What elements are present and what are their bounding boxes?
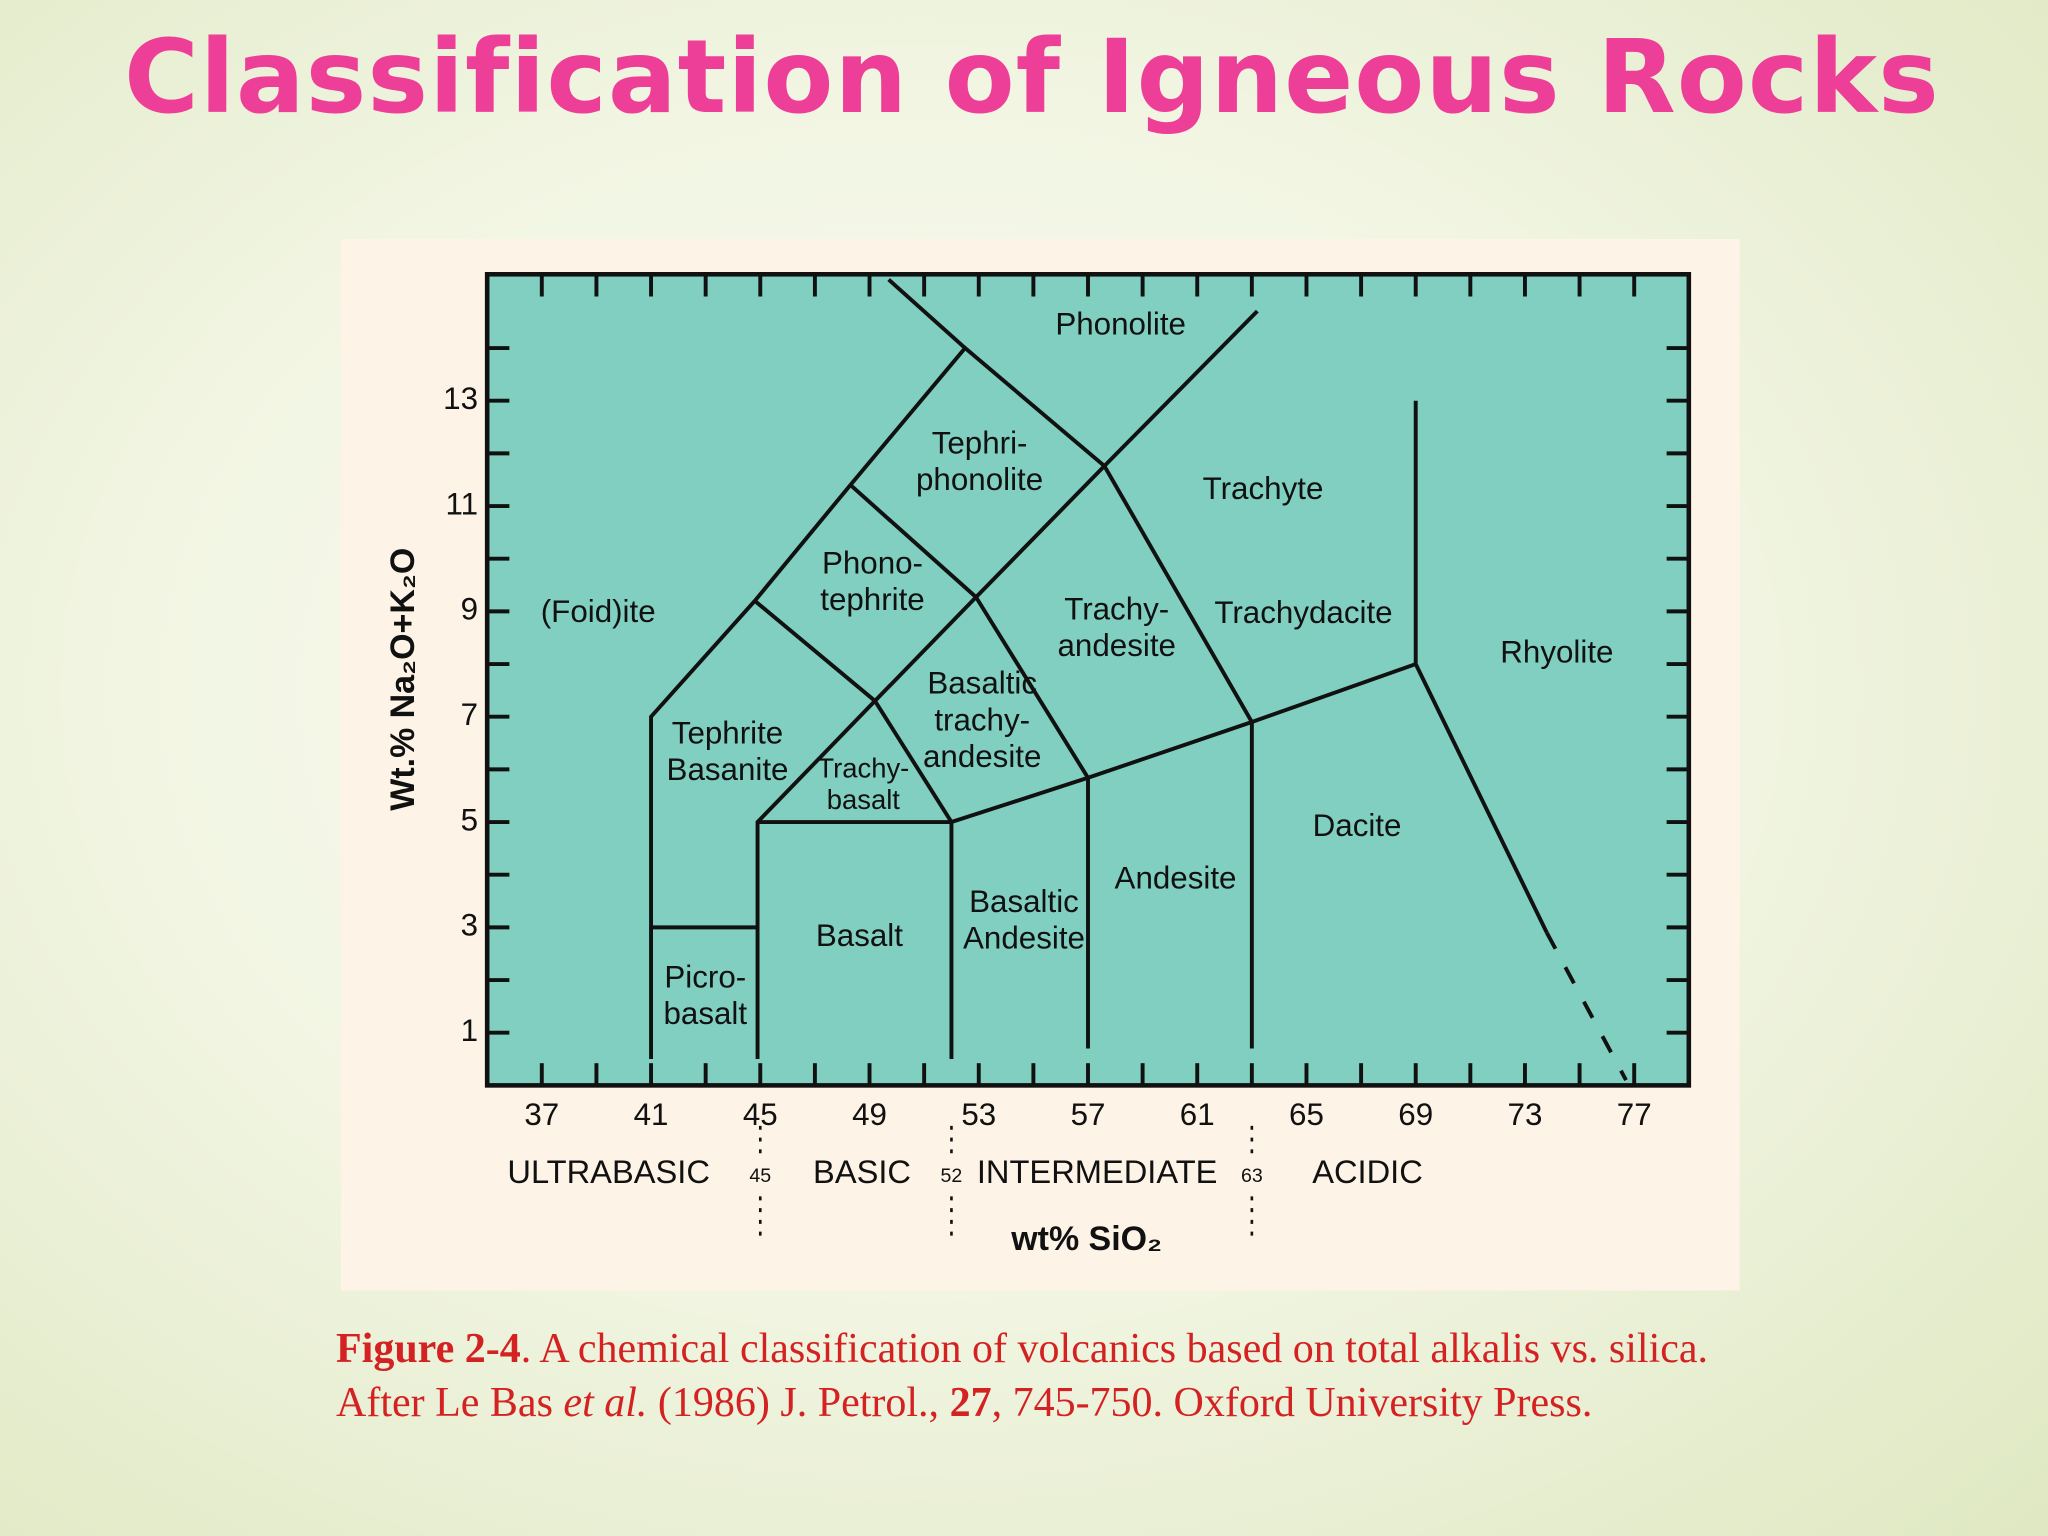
region-label-line: Basanite xyxy=(667,752,789,787)
x-tick-label: 73 xyxy=(1508,1097,1543,1132)
class-boundary-bg xyxy=(1233,1159,1271,1192)
region-label-line: Trachyte xyxy=(1203,471,1324,506)
x-tick-label: 65 xyxy=(1289,1097,1324,1132)
region-label-line: Tephri- xyxy=(932,426,1028,461)
region-label-line: Picro- xyxy=(664,960,746,995)
region-label: Andesite xyxy=(1115,861,1237,896)
x-tick-label: 69 xyxy=(1398,1097,1433,1132)
slide-title: Classification of Igneous Rocks xyxy=(124,18,1940,137)
x-tick-label: 53 xyxy=(961,1097,996,1132)
region-label-line: Tephrite xyxy=(672,716,783,751)
y-tick-label: 9 xyxy=(461,592,478,627)
caption-text: (1986) J. Petrol., xyxy=(647,1380,950,1426)
region-label-line: basalt xyxy=(827,784,901,815)
region-label-line: phonolite xyxy=(916,462,1043,497)
y-axis-title: Wt.% Na₂O+K₂O xyxy=(384,548,422,811)
region-label-line: trachy- xyxy=(934,703,1030,738)
silica-class: ACIDIC xyxy=(1312,1153,1423,1190)
y-tick-label: 1 xyxy=(461,1013,478,1048)
region-label: Rhyolite xyxy=(1500,635,1613,670)
region-label: Picro-basalt xyxy=(664,960,748,1032)
region-label-line: andesite xyxy=(1058,628,1176,663)
y-tick-label: 11 xyxy=(446,486,479,521)
region-label-line: Trachy- xyxy=(1064,592,1169,627)
region-label: Basalt xyxy=(816,918,903,953)
region-label-line: Basaltic xyxy=(969,884,1079,919)
region-label: Trachy-basalt xyxy=(817,753,909,815)
boundary-line xyxy=(1102,465,1254,1049)
y-tick-label: 13 xyxy=(443,381,478,416)
caption-text: . A chemical classification of volcanics… xyxy=(336,1326,1709,1426)
region-label-line: tephrite xyxy=(820,582,925,617)
region-label: Trachy-andesite xyxy=(1058,592,1176,664)
boundary-line xyxy=(757,662,1417,825)
region-label-line: Basaltic xyxy=(927,666,1037,701)
region-label: Phonolite xyxy=(1055,307,1186,342)
region-label-line: Dacite xyxy=(1313,808,1402,843)
region-label: Tephri-phonolite xyxy=(916,426,1043,498)
region-label-line: Trachydacite xyxy=(1214,595,1392,630)
x-tick-label: 57 xyxy=(1071,1097,1106,1132)
class-boundary-label: 63 xyxy=(1241,1165,1263,1187)
boundary-line xyxy=(887,278,967,350)
boundary-line xyxy=(753,593,1090,1049)
region-label-line: Phono- xyxy=(822,546,923,581)
silica-class: INTERMEDIATE xyxy=(977,1153,1218,1190)
region-label-line: Basalt xyxy=(816,918,903,953)
y-tick-label: 3 xyxy=(461,908,478,943)
boundary-line xyxy=(1413,400,1549,934)
caption-volume: 27 xyxy=(949,1380,992,1426)
region-label-line: andesite xyxy=(923,739,1041,774)
region-label-line: Trachy- xyxy=(817,753,909,784)
x-tick-label: 77 xyxy=(1617,1097,1652,1132)
silica-class: BASIC xyxy=(813,1153,911,1190)
plot-area: 37 41 45 49 53 57 61 65 69 73 77135791113(Foid)ite… xyxy=(384,271,1692,1258)
region-label: Tephrite Basanite xyxy=(667,716,789,788)
region-label-line: Andesite xyxy=(1115,861,1237,896)
caption-text: , 745-750. Oxford University Press. xyxy=(991,1380,1593,1426)
region-label: Dacite xyxy=(1313,808,1402,843)
region-label: (Foid)ite xyxy=(541,594,656,629)
plot-frame xyxy=(484,271,1692,1088)
region-label: Basaltic Andesite xyxy=(963,884,1085,956)
x-tick-label: 61 xyxy=(1180,1097,1215,1132)
region-label-line: Andesite xyxy=(963,921,1085,956)
y-tick-label: 5 xyxy=(461,802,478,837)
x-tick-label: 37 xyxy=(524,1097,559,1132)
caption-italic: et al. xyxy=(563,1380,648,1426)
region-label: Basaltic trachy-andesite xyxy=(923,666,1041,774)
class-boundary-bg xyxy=(741,1159,779,1192)
x-tick-label: 41 xyxy=(634,1097,669,1132)
boundary-line xyxy=(1545,931,1628,1082)
region-label: Trachyte xyxy=(1203,471,1324,506)
caption-figure: Figure 2-4 xyxy=(336,1326,521,1372)
region-label-line: basalt xyxy=(664,996,748,1031)
x-axis-title: wt% SiO₂ xyxy=(1010,1220,1162,1258)
x-tick-label: 49 xyxy=(852,1097,887,1132)
region-label-line: Rhyolite xyxy=(1500,635,1613,670)
region-label-line: Phonolite xyxy=(1055,307,1186,342)
y-tick-label: 7 xyxy=(461,697,478,732)
class-boundary-bg xyxy=(933,1159,970,1192)
silica-class: ULTRABASIC xyxy=(507,1153,710,1190)
region-label: Trachydacite xyxy=(1214,595,1392,630)
class-boundary-label: 45 xyxy=(749,1165,771,1187)
region-label: Phono-tephrite xyxy=(820,546,925,618)
caption: Figure 2-4. A chemical classification of… xyxy=(336,1322,1756,1430)
class-boundary-label: 52 xyxy=(941,1165,963,1187)
region-label-line: (Foid)ite xyxy=(541,594,656,629)
